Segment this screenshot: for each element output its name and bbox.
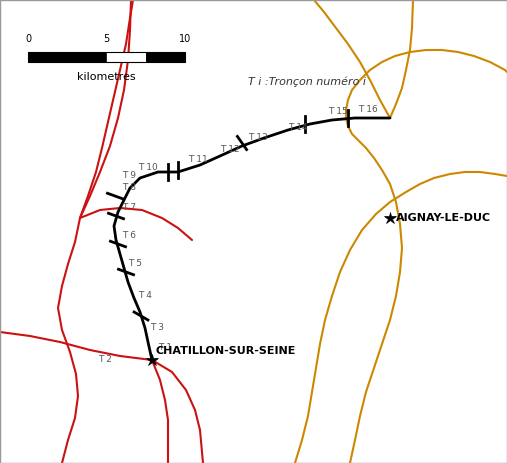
Text: kilometres: kilometres: [77, 72, 136, 82]
Text: T 16: T 16: [358, 106, 378, 114]
Text: T 12: T 12: [220, 144, 240, 154]
Text: T 10: T 10: [138, 163, 158, 171]
Text: T 5: T 5: [128, 259, 142, 269]
Bar: [28, 52, 185, 62]
Text: CHATILLON-SUR-SEINE: CHATILLON-SUR-SEINE: [156, 346, 297, 356]
Text: 0: 0: [25, 34, 31, 44]
Text: T 4: T 4: [138, 292, 152, 300]
Bar: [106, 52, 146, 62]
Text: T i :Tronçon numéro i: T i :Tronçon numéro i: [248, 77, 366, 87]
Text: T 14: T 14: [288, 124, 308, 132]
Text: T 6: T 6: [122, 232, 136, 240]
Text: 10: 10: [179, 34, 191, 44]
Text: AIGNAY-LE-DUC: AIGNAY-LE-DUC: [396, 213, 491, 223]
Bar: [28, 52, 106, 62]
Bar: [146, 52, 185, 62]
Text: T 3: T 3: [150, 324, 164, 332]
Text: T 7: T 7: [122, 204, 136, 213]
Text: T 1: T 1: [158, 344, 172, 352]
Text: T 11: T 11: [188, 156, 208, 164]
Text: T 2: T 2: [98, 356, 112, 364]
Text: T 8: T 8: [122, 183, 136, 193]
Text: T 9: T 9: [122, 170, 136, 180]
Text: T 13: T 13: [248, 132, 268, 142]
Text: 5: 5: [103, 34, 109, 44]
Text: T 15: T 15: [328, 107, 348, 117]
